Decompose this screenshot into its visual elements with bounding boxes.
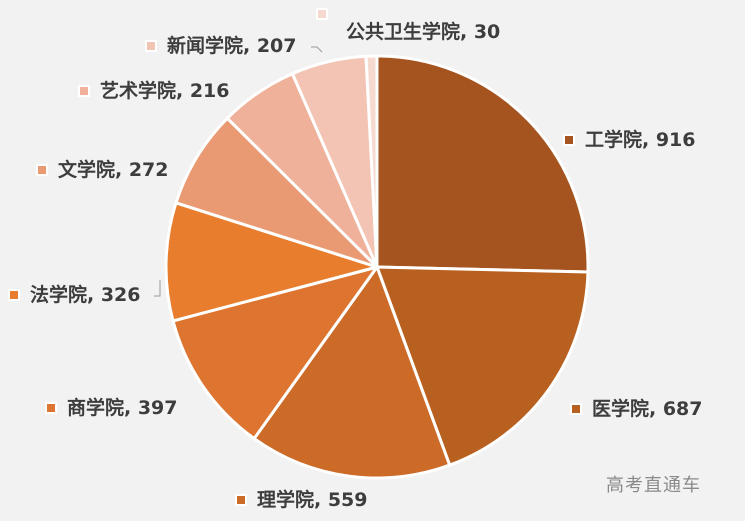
label-text: 理学院, 559: [257, 489, 368, 511]
legend-marker: [147, 42, 155, 50]
label-art: 艺术学院, 216: [80, 80, 230, 102]
pie-slice-4: [164, 201, 379, 323]
watermark: 高考直通车: [606, 475, 701, 496]
leader-line-1: [154, 280, 161, 297]
legend-marker: [80, 87, 88, 95]
legend-marker: [565, 136, 573, 144]
legend-marker: [38, 166, 46, 174]
legend-marker: [47, 404, 55, 412]
legend-marker-public-health: [318, 10, 326, 18]
label-text: 公共卫生学院, 30: [346, 21, 501, 43]
legend-marker: [237, 496, 245, 504]
label-text: 文学院, 272: [58, 159, 169, 181]
label-text: 工学院, 916: [585, 129, 696, 151]
label-text: 新闻学院, 207: [167, 35, 297, 57]
label-science: 理学院, 559: [237, 489, 368, 511]
legend-marker: [572, 405, 580, 413]
pie-slice-1: [375, 265, 590, 467]
label-text: 法学院, 326: [30, 284, 141, 306]
pie-slice-0: [375, 54, 590, 274]
leader-line-0: [311, 46, 323, 53]
label-text: 商学院, 397: [67, 397, 178, 419]
label-medicine: 医学院, 687: [572, 398, 703, 420]
label-engineering: 工学院, 916: [565, 129, 696, 151]
label-liberal-arts: 文学院, 272: [38, 159, 169, 181]
pie-slice-2: [252, 265, 452, 480]
label-text: 艺术学院, 216: [100, 80, 230, 102]
label-text: 医学院, 687: [592, 398, 703, 420]
pie-slice-8: [364, 54, 379, 269]
legend-marker: [10, 291, 18, 299]
label-business: 商学院, 397: [47, 397, 178, 419]
label-law: 法学院, 326: [10, 284, 141, 306]
label-public-health: 公共卫生学院, 30: [346, 21, 500, 43]
pie-slice-5: [174, 116, 379, 269]
pie-slice-3: [171, 265, 379, 441]
label-journalism: 新闻学院, 207: [147, 35, 297, 57]
